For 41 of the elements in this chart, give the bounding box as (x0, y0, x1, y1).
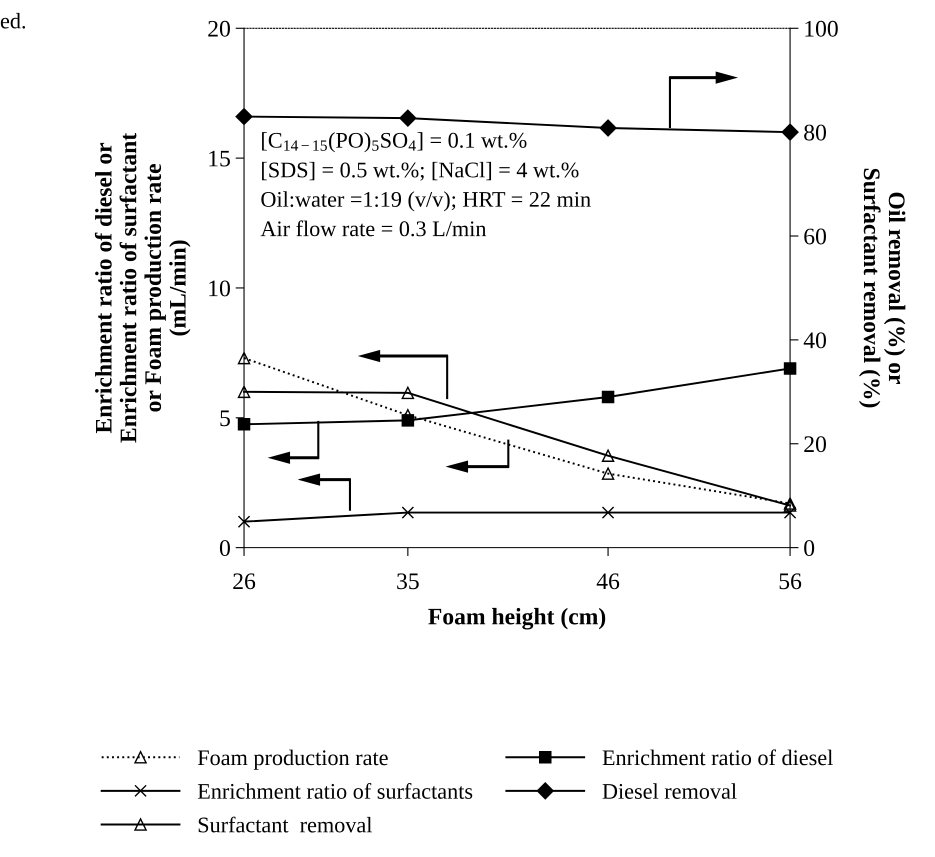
y2-tick-label: 0 (804, 540, 814, 556)
point (602, 467, 614, 480)
x-tick-label: 35 (397, 573, 419, 590)
point (238, 352, 250, 364)
point (238, 418, 250, 431)
text: ed. (0, 12, 26, 29)
point (602, 449, 614, 462)
x-axis-title: Foam height (cm) (428, 608, 606, 630)
y2-axis-title: Oil removal (%) or Surfactant removal (%) (858, 168, 906, 408)
point (238, 386, 250, 398)
y-tick-label: 0 (220, 540, 230, 556)
y2-tick-label: 80 (804, 124, 826, 141)
point (235, 108, 253, 126)
legend-label: Enrichment ratio of diesel (602, 749, 833, 766)
point (782, 124, 799, 141)
y-tick-label: 20 (208, 20, 230, 37)
point (784, 362, 796, 375)
y2-tick-label: 40 (804, 332, 826, 348)
legend-label: Enrichment ratio of surfactants (198, 783, 472, 799)
point (600, 119, 617, 137)
legend-label: Surfactant removal (198, 816, 372, 832)
y-axis-title: Enrichment ratio of diesel or Enrichment ratio of surfactant or Foam production rate (mL/min) (94, 132, 191, 443)
x-tick-label: 26 (233, 573, 256, 590)
legend-label: Foam production rate (198, 750, 388, 770)
point (399, 110, 416, 127)
text: [C$_{14−15}$(PO)$_{5}$SO$_{4}$] = 0.1 wt.% [SDS] = 0.5 wt.%; [NaCl] = 4 wt.% Oil:water =1:19 (v/v); HRT = 22 min Air flow rate = 0.3 L/min (260, 132, 591, 236)
point (602, 390, 614, 404)
point (238, 515, 250, 528)
y-tick-label: 5 (220, 410, 230, 426)
y2-tick-label: 20 (804, 436, 826, 452)
y-tick-label: 15 (209, 150, 230, 167)
x-tick-label: 56 (780, 573, 802, 590)
y-tick-label: 10 (209, 280, 230, 296)
point (402, 386, 414, 400)
x-tick-label: 46 (596, 573, 620, 590)
legend-label: Diesel removal (602, 783, 737, 799)
point (602, 506, 614, 519)
y2-tick-label: 100 (805, 20, 838, 37)
point (784, 506, 796, 519)
point (402, 506, 414, 519)
y2-tick-label: 60 (804, 228, 826, 244)
